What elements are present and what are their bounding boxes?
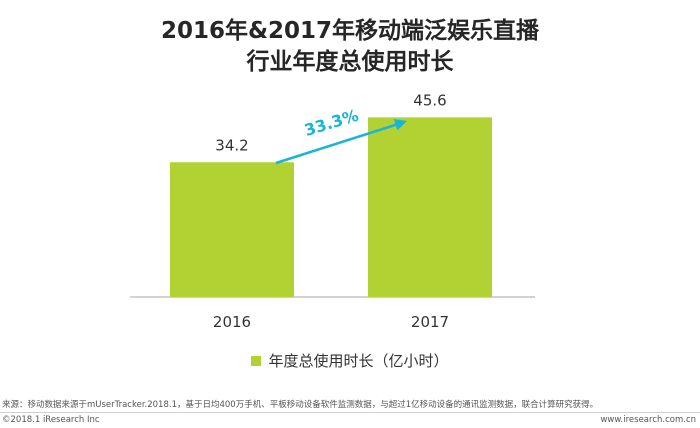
legend-swatch bbox=[251, 355, 262, 366]
legend: 年度总使用时长（亿小时） bbox=[0, 350, 700, 371]
source-note: 来源：移动数据来源于mUserTracker.2018.1，基于日均400万手机… bbox=[2, 400, 599, 410]
growth-rate-label: 33.3% bbox=[302, 106, 361, 140]
growth-arrow-head bbox=[393, 118, 407, 131]
legend-label: 年度总使用时长（亿小时） bbox=[268, 352, 449, 370]
bar-2017 bbox=[368, 117, 492, 297]
growth-arrow-shaft bbox=[275, 121, 404, 165]
copyright: ©2018.1 iResearch Inc bbox=[2, 415, 100, 425]
x-tick-label-2016: 2016 bbox=[213, 313, 251, 331]
bar-2016 bbox=[170, 162, 294, 297]
x-tick-label-2017: 2017 bbox=[411, 313, 449, 331]
data-label-2017: 45.6 bbox=[413, 91, 446, 109]
data-label-2016: 34.2 bbox=[215, 136, 248, 154]
chart-title-line-1: 2016年&2017年移动端泛娱乐直播 bbox=[160, 18, 540, 44]
chart-title-line-2: 行业年度总使用时长 bbox=[246, 49, 454, 75]
footer-divider bbox=[0, 412, 700, 413]
website: www.iresearch.com.cn bbox=[600, 415, 696, 425]
